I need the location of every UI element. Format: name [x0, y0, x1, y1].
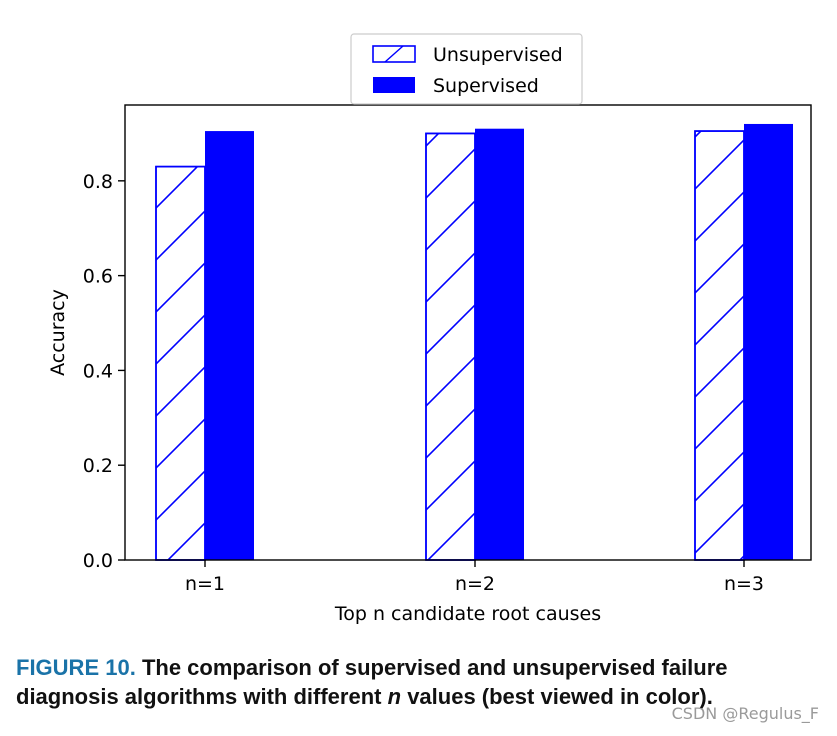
- bar-hatch-n=1: [155, 165, 206, 561]
- figure-caption: FIGURE 10. The comparison of supervised …: [16, 653, 816, 711]
- bar-supervised-n=1: [205, 131, 254, 561]
- bar-supervised-n=2: [475, 128, 524, 560]
- plot-frame: [124, 104, 812, 561]
- legend-label: Supervised: [433, 75, 539, 97]
- bar-hatch-n=2: [425, 132, 476, 561]
- bar-supervised-n=3: [744, 123, 793, 560]
- y-tick-label: 0.6: [83, 266, 113, 288]
- x-tick-label: n=2: [455, 573, 495, 595]
- y-tick-label: 0.8: [83, 171, 113, 193]
- legend-label: Unsupervised: [433, 44, 563, 66]
- caption-text: The comparison of supervised and unsuper…: [16, 655, 728, 709]
- legend-hatch-line: [384, 45, 404, 63]
- x-tick-label: n=3: [724, 573, 764, 595]
- x-tick-label: n=1: [185, 573, 225, 595]
- chart-container: 0.0 0.2 0.4 0.6 0.8 n=1 n=2 n=3 Top n candidate …: [47, 33, 812, 625]
- caption-label: FIGURE 10.: [16, 655, 136, 680]
- x-axis-label: Top n candidate root causes: [334, 603, 601, 625]
- y-tick-label: 0.0: [83, 550, 113, 572]
- caption-italic-n: n: [387, 684, 402, 709]
- caption-text-end: values (best viewed in color).: [407, 684, 713, 709]
- bar-chart: 0.0 0.2 0.4 0.6 0.8 n=1 n=2 n=3 Top n candidate …: [47, 33, 812, 625]
- bar-hatch-n=3: [694, 130, 745, 561]
- watermark-text: CSDN @Regulus_F: [671, 704, 819, 723]
- y-axis-label: Accuracy: [47, 289, 69, 376]
- y-tick-label: 0.2: [83, 455, 113, 477]
- y-tick-label: 0.4: [83, 360, 113, 382]
- legend-swatch-supervised: [373, 77, 415, 93]
